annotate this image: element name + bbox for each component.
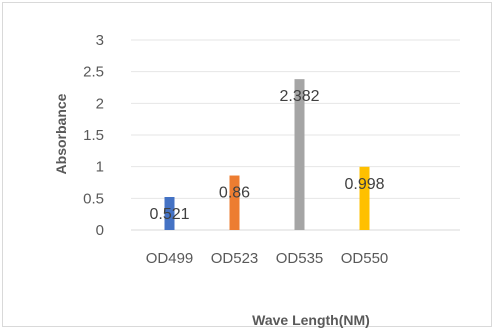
data-label: 0.998 xyxy=(344,176,384,193)
x-axis-title: Wave Length(NM) xyxy=(252,312,370,328)
y-tick-label: 2 xyxy=(96,95,104,112)
data-labels: 0.521 0.86 2.382 0.998 xyxy=(149,88,384,223)
bar-od535 xyxy=(294,79,305,230)
y-tick-label: 0 xyxy=(96,222,104,239)
y-tick-label: 2.5 xyxy=(83,64,104,81)
y-tick-label: 1.5 xyxy=(83,127,104,144)
bar-od550 xyxy=(359,166,370,230)
y-tick-label: 0.5 xyxy=(83,190,104,207)
category-label: OD550 xyxy=(341,250,389,267)
category-label: OD535 xyxy=(276,250,324,267)
y-tick-label: 3 xyxy=(96,32,104,49)
y-tick-label: 1 xyxy=(96,159,104,176)
y-axis-title: Absorbance xyxy=(53,93,69,174)
bar-od523 xyxy=(229,175,240,230)
bars xyxy=(164,79,370,230)
data-label: 0.86 xyxy=(219,185,250,202)
chart-frame xyxy=(2,2,492,327)
category-label: OD523 xyxy=(211,250,259,267)
x-category-labels: OD499 OD523 OD535 OD550 xyxy=(146,250,389,267)
data-label: 0.521 xyxy=(149,206,189,223)
y-tick-labels: 0 0.5 1 1.5 2 2.5 3 xyxy=(83,32,104,239)
bar-od499 xyxy=(164,197,175,230)
data-label: 2.382 xyxy=(279,88,319,105)
category-label: OD499 xyxy=(146,250,194,267)
